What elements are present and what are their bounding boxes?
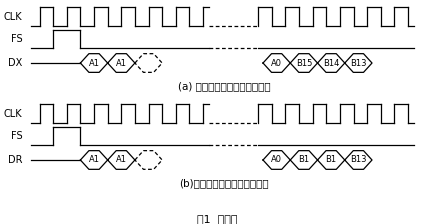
Text: (a) 内部帧同步的连续发送模式: (a) 内部帧同步的连续发送模式 bbox=[178, 81, 270, 91]
Text: DR: DR bbox=[8, 155, 23, 165]
Text: B13: B13 bbox=[350, 58, 367, 67]
Text: A1: A1 bbox=[88, 155, 99, 164]
Text: FS: FS bbox=[11, 34, 23, 44]
Text: A0: A0 bbox=[271, 155, 282, 164]
Text: B1: B1 bbox=[326, 155, 337, 164]
Text: B1: B1 bbox=[298, 155, 309, 164]
Text: A1: A1 bbox=[88, 58, 99, 67]
Text: B13: B13 bbox=[350, 155, 367, 164]
Text: A0: A0 bbox=[271, 58, 282, 67]
Text: DX: DX bbox=[8, 58, 23, 68]
Text: 图1  时序图: 图1 时序图 bbox=[197, 214, 238, 224]
Text: B14: B14 bbox=[323, 58, 339, 67]
Text: A1: A1 bbox=[116, 58, 127, 67]
Text: B15: B15 bbox=[296, 58, 312, 67]
Text: CLK: CLK bbox=[4, 12, 23, 22]
Text: CLK: CLK bbox=[4, 109, 23, 119]
Text: (b)外部帧同步的连续接收模式: (b)外部帧同步的连续接收模式 bbox=[179, 178, 269, 188]
Text: FS: FS bbox=[11, 131, 23, 141]
Text: A1: A1 bbox=[116, 155, 127, 164]
